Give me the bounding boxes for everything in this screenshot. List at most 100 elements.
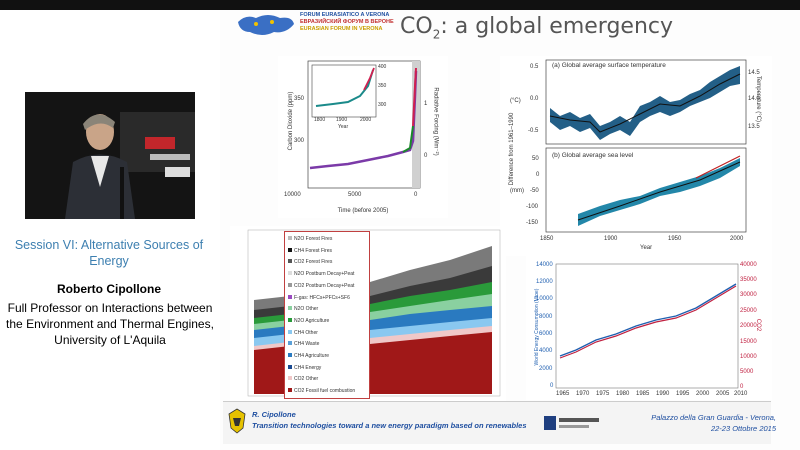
legend-item: CH4 Agriculture <box>288 351 355 363</box>
temp-panel-b-title: (b) Global average sea level <box>552 152 634 159</box>
energy-consumption-plot <box>555 263 739 389</box>
slide-footer <box>223 401 771 444</box>
temp-a-ytick: -0.5 <box>528 128 539 134</box>
energy-ytick: 14000 <box>536 262 553 268</box>
temp-xtick: 1950 <box>668 236 682 242</box>
speaker-name: Roberto Cipollone <box>57 282 161 296</box>
co2-inset-ytick: 300 <box>378 102 387 108</box>
co2-xtick: 10000 <box>284 192 301 198</box>
energy-ytick: 4000 <box>539 348 553 354</box>
energy-y2tick: 25000 <box>740 308 757 314</box>
energy-ytick: 12000 <box>536 279 553 285</box>
legend-item: N2O Postburn Decay+Peat <box>288 269 355 281</box>
energy-ytick: 8000 <box>539 314 553 320</box>
legend-item: F-gas: HFCs+PFCs+SF6 <box>288 293 355 305</box>
co2-y2tick: 0 <box>424 153 428 159</box>
legend-item: N2O Other <box>288 304 355 316</box>
legend-item: CH4 Energy <box>288 363 355 375</box>
footer-date: 22-23 Ottobre 2015 <box>710 424 776 433</box>
co2-inset-ytick: 400 <box>378 64 387 70</box>
legend-item: CO2 Postburn Decay+Peat <box>288 281 355 293</box>
energy-ytick: 6000 <box>539 331 553 337</box>
top-bar <box>0 0 800 10</box>
forum-logo-icon <box>238 15 294 35</box>
energy-y2tick: 30000 <box>740 292 757 298</box>
temperature-sea-level-plot <box>545 59 747 233</box>
temp-b-ytick: 0 <box>536 172 540 178</box>
temp-b-unit: (mm) <box>510 188 524 194</box>
temp-ylabel: Difference from 1961–1990 <box>509 112 515 186</box>
energy-xtick: 1995 <box>676 391 690 397</box>
legend-item: CO2 Forest Fires <box>288 257 355 269</box>
speaker-video <box>25 92 195 219</box>
temp-a-ytick: 0.0 <box>530 96 539 102</box>
energy-y2tick: 40000 <box>740 262 757 268</box>
co2-inset-xtick: 1800 <box>314 117 326 123</box>
footer-venue: Palazzo della Gran Guardia - Verona, <box>651 413 776 422</box>
energy-xtick: 2005 <box>716 391 730 397</box>
temp-xtick: 1900 <box>604 236 618 242</box>
temp-xlabel: Year <box>640 245 653 251</box>
legend-item: CO2 Fossil fuel combustion <box>288 386 355 398</box>
temp-panel-a-title: (a) Global average surface temperature <box>552 62 666 69</box>
energy-xtick: 1970 <box>576 391 590 397</box>
legend-item: CH4 Forest Fires <box>288 246 355 258</box>
energy-y2tick: 20000 <box>740 323 757 329</box>
legend-item: CH4 Other <box>288 328 355 340</box>
temp-b-ytick: 50 <box>532 156 539 162</box>
temp-xtick: 2000 <box>730 236 744 242</box>
sponsor-logo-icon <box>544 416 599 430</box>
energy-ytick: 2000 <box>539 366 553 372</box>
energy-xtick: 2010 <box>734 391 748 397</box>
temp-xtick: 1850 <box>540 236 554 242</box>
temperature-sea-level-chart: (a) Global average surface temperature (… <box>500 56 772 256</box>
co2-inset-xtick: 2000 <box>360 117 372 123</box>
co2-inset-xtick: 1900 <box>336 117 348 123</box>
co2-xlabel: Time (before 2005) <box>337 208 389 214</box>
co2-history-plot <box>307 60 421 189</box>
energy-consumption-chart: World Energy Consumption (Mtoe) CO2 1400… <box>526 256 772 400</box>
energy-y2tick: 15000 <box>740 339 757 345</box>
temp-a-y2tick: 14.0 <box>748 96 760 102</box>
energy-xtick: 1980 <box>616 391 630 397</box>
temp-a-unit: (°C) <box>510 98 521 104</box>
legend-item: N2O Agriculture <box>288 316 355 328</box>
co2-ytick: 350 <box>294 96 305 102</box>
temp-b-ytick: -100 <box>526 204 539 210</box>
speaker-photo <box>25 92 195 219</box>
legend-item: CH4 Waste <box>288 339 355 351</box>
energy-y2tick: 35000 <box>740 277 757 283</box>
forum-label: FORUM EURASIATICO A VERONA ЕВРАЗИЙСКИЙ Ф… <box>300 12 394 32</box>
energy-ytick: 10000 <box>536 296 553 302</box>
co2-history-chart: Carbon Dioxide (ppm) Radiative Forcing (… <box>278 56 448 218</box>
energy-xtick: 1965 <box>556 391 570 397</box>
emissions-stacked-chart: N2O Forest Fires CH4 Forest Fires CO2 Fo… <box>230 226 506 404</box>
university-crest-icon <box>228 408 246 434</box>
co2-xtick: 0 <box>414 192 418 198</box>
temp-a-ytick: 0.5 <box>530 64 539 70</box>
co2-inset-xlabel: Year <box>338 124 349 130</box>
speaker-sidebar <box>0 10 218 450</box>
energy-xtick: 1985 <box>636 391 650 397</box>
slide-title: CO2: a global emergency <box>400 14 674 42</box>
speaker-role: Full Professor on Interactions between t… <box>6 301 214 347</box>
energy-y2tick: 5000 <box>740 369 754 375</box>
temp-b-ytick: -150 <box>526 220 539 226</box>
energy-xtick: 1990 <box>656 391 670 397</box>
emissions-legend: N2O Forest Fires CH4 Forest Fires CO2 Fo… <box>284 231 370 399</box>
temp-a-y2tick: 14.5 <box>748 70 760 76</box>
legend-item: N2O Forest Fires <box>288 234 355 246</box>
energy-y2tick: 10000 <box>740 354 757 360</box>
footer-author: R. Cipollone <box>252 410 296 419</box>
co2-y2label: Radiative Forcing (Wm⁻²) <box>432 87 439 156</box>
energy-xtick: 1975 <box>596 391 610 397</box>
legend-item: CO2 Other <box>288 374 355 386</box>
co2-ytick: 300 <box>294 138 305 144</box>
energy-y2tick: 0 <box>740 384 744 390</box>
co2-xtick: 5000 <box>348 192 362 198</box>
energy-ytick: 0 <box>550 383 554 389</box>
co2-inset-ytick: 350 <box>378 83 387 89</box>
energy-xtick: 2000 <box>696 391 710 397</box>
temp-a-y2tick: 13.5 <box>748 124 760 130</box>
session-title: Session VI: Alternative Sources of Energ… <box>14 238 204 268</box>
